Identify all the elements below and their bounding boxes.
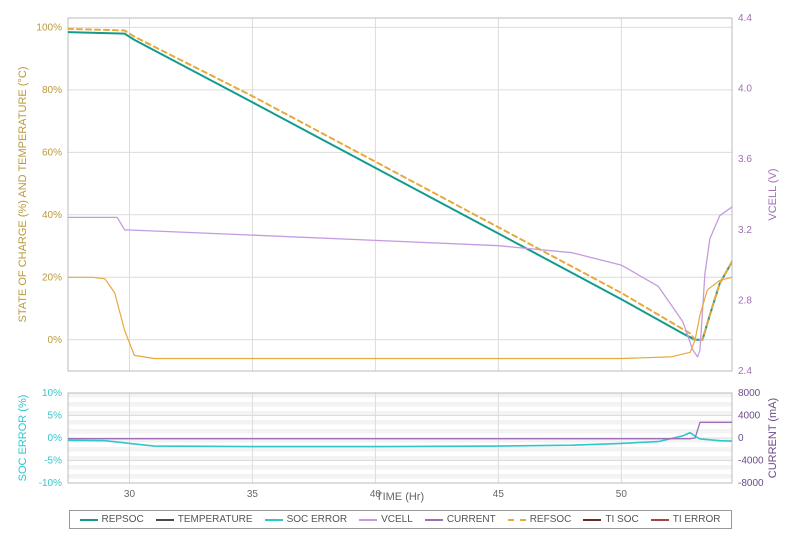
svg-text:-10%: -10% xyxy=(39,478,62,489)
legend-item: TEMPERATURE xyxy=(156,514,253,525)
svg-text:-5%: -5% xyxy=(44,456,62,467)
svg-text:10%: 10% xyxy=(42,388,62,399)
legend-item: CURRENT xyxy=(425,514,496,525)
svg-text:100%: 100% xyxy=(36,22,62,33)
legend-swatch xyxy=(425,519,443,521)
legend-item: TI ERROR xyxy=(651,514,721,525)
svg-text:80%: 80% xyxy=(42,85,62,96)
legend-swatch xyxy=(359,519,377,521)
svg-text:-8000: -8000 xyxy=(738,478,764,489)
legend-swatch xyxy=(156,519,174,521)
legend-swatch xyxy=(80,519,98,521)
svg-text:4.4: 4.4 xyxy=(738,13,752,24)
legend-label: TI ERROR xyxy=(673,514,721,525)
svg-text:SOC ERROR (%): SOC ERROR (%) xyxy=(17,395,29,482)
svg-text:VCELL (V): VCELL (V) xyxy=(767,168,779,220)
svg-text:0%: 0% xyxy=(48,433,63,444)
legend-label: VCELL xyxy=(381,514,413,525)
chart-container: 0% 20% 40% 60% 80% 100% 2.4 2.8 3.2 3.6 4.0 4.4 STAT… xyxy=(8,8,792,528)
svg-text:8000: 8000 xyxy=(738,388,761,399)
svg-text:20%: 20% xyxy=(42,272,62,283)
legend-item: TI SOC xyxy=(583,514,638,525)
svg-text:3.6: 3.6 xyxy=(738,154,752,165)
svg-text:2.4: 2.4 xyxy=(738,366,752,377)
svg-text:-4000: -4000 xyxy=(738,456,764,467)
legend-label: SOC ERROR xyxy=(287,514,348,525)
svg-text:TIME (Hr): TIME (Hr) xyxy=(376,491,424,503)
svg-text:40%: 40% xyxy=(42,210,62,221)
svg-text:60%: 60% xyxy=(42,147,62,158)
legend-label: CURRENT xyxy=(447,514,496,525)
legend-item: REPSOC xyxy=(80,514,144,525)
svg-text:4.0: 4.0 xyxy=(738,84,752,95)
legend-swatch xyxy=(651,519,669,521)
svg-text:CURRENT (mA): CURRENT (mA) xyxy=(767,398,779,478)
svg-text:STATE OF CHARGE (%) AND TEMPER: STATE OF CHARGE (%) AND TEMPERATURE (°C) xyxy=(17,67,29,323)
svg-text:4000: 4000 xyxy=(738,411,761,422)
legend-label: TI SOC xyxy=(605,514,638,525)
svg-text:35: 35 xyxy=(247,489,259,500)
svg-text:50: 50 xyxy=(616,489,628,500)
legend-label: REFSOC xyxy=(530,514,572,525)
legend: REPSOC TEMPERATURE SOC ERROR VCELL CURRENT RE… xyxy=(69,510,732,529)
svg-text:0: 0 xyxy=(738,433,744,444)
svg-text:30: 30 xyxy=(124,489,136,500)
legend-item: SOC ERROR xyxy=(265,514,348,525)
legend-label: TEMPERATURE xyxy=(178,514,253,525)
svg-text:2.8: 2.8 xyxy=(738,295,752,306)
svg-text:3.2: 3.2 xyxy=(738,225,752,236)
legend-item: REFSOC xyxy=(508,514,572,525)
legend-label: REPSOC xyxy=(102,514,144,525)
chart-svg: 0% 20% 40% 60% 80% 100% 2.4 2.8 3.2 3.6 4.0 4.4 STAT… xyxy=(8,8,792,506)
legend-swatch xyxy=(583,519,601,521)
svg-text:45: 45 xyxy=(493,489,505,500)
legend-swatch xyxy=(265,519,283,521)
svg-text:0%: 0% xyxy=(48,335,63,346)
legend-swatch xyxy=(508,519,526,521)
legend-item: VCELL xyxy=(359,514,413,525)
svg-text:5%: 5% xyxy=(48,411,63,422)
